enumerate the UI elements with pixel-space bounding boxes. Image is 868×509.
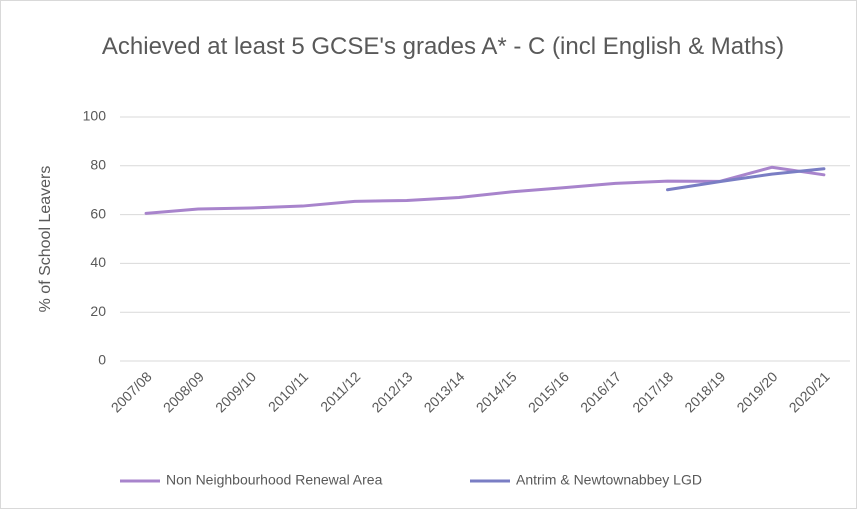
series-line	[144, 165, 826, 215]
series-line	[666, 167, 826, 192]
y-tick-label: 80	[90, 157, 106, 173]
chart-title: Achieved at least 5 GCSE's grades A* - C…	[101, 33, 785, 60]
y-tick-label: 0	[98, 352, 106, 368]
y-axis-label: % of School Leavers	[37, 166, 54, 313]
y-tick-label: 20	[90, 303, 106, 319]
y-tick-label: 100	[83, 108, 107, 124]
legend-label: Non Neighbourhood Renewal Area	[166, 472, 383, 488]
y-tick-label: 40	[90, 254, 106, 270]
y-tick-label: 60	[90, 205, 106, 221]
legend-label: Antrim & Newtownabbey LGD	[516, 472, 702, 488]
